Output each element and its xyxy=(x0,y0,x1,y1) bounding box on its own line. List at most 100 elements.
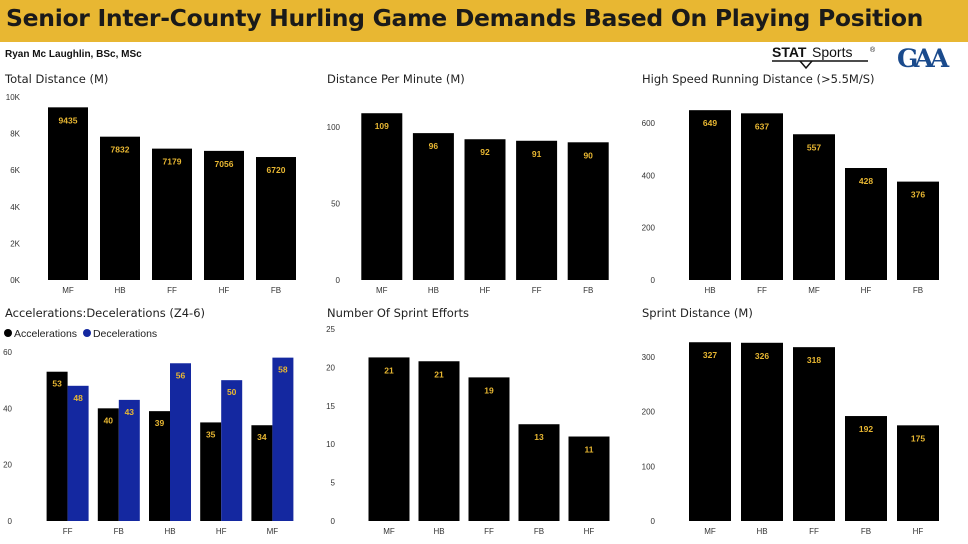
svg-text:GAA: GAA xyxy=(897,45,950,71)
y-tick-label: 25 xyxy=(326,325,335,334)
data-label: 50 xyxy=(227,387,237,397)
y-tick-label: 0 xyxy=(331,517,336,526)
x-tick-label: MF xyxy=(267,527,279,536)
data-label: 34 xyxy=(257,432,267,442)
bar xyxy=(741,342,783,521)
bar xyxy=(464,139,506,280)
legend-swatch-accelerations xyxy=(4,329,12,337)
x-tick-label: FB xyxy=(114,527,124,536)
x-tick-label: FB xyxy=(861,527,871,536)
y-tick-label: 400 xyxy=(642,171,656,180)
x-tick-label: HF xyxy=(480,286,491,295)
x-tick-label: FB xyxy=(913,286,923,295)
y-tick-label: 4K xyxy=(10,203,20,212)
legend-item-decelerations: Decelerations xyxy=(82,328,157,340)
bar xyxy=(845,168,887,280)
x-tick-label: MF xyxy=(62,286,74,295)
x-tick-label: MF xyxy=(383,527,395,536)
data-label: 56 xyxy=(176,370,186,380)
x-tick-label: FB xyxy=(271,286,281,295)
data-label: 326 xyxy=(755,351,769,361)
y-tick-label: 50 xyxy=(331,200,340,209)
data-label: 109 xyxy=(375,121,389,131)
data-label: 9435 xyxy=(59,115,78,125)
data-label: 327 xyxy=(703,350,717,360)
svg-text:STAT: STAT xyxy=(772,44,807,60)
y-tick-label: 0 xyxy=(651,276,656,285)
data-label: 53 xyxy=(52,379,62,389)
x-tick-label: HB xyxy=(428,286,439,295)
x-tick-label: FB xyxy=(534,527,544,536)
data-label: 6720 xyxy=(267,165,286,175)
x-tick-label: HF xyxy=(216,527,227,536)
bar xyxy=(897,181,939,280)
bar xyxy=(204,150,244,280)
bar xyxy=(152,148,192,280)
legend-item-accelerations: Accelerations xyxy=(4,328,77,340)
y-tick-label: 0 xyxy=(336,276,341,285)
chart-title-acc-dec: Accelerations:Decelerations (Z4-6) xyxy=(5,306,206,320)
x-tick-label: HF xyxy=(219,286,230,295)
legend-label-accelerations: Accelerations xyxy=(14,328,78,340)
y-tick-label: 300 xyxy=(642,353,656,362)
data-label: 318 xyxy=(807,355,821,365)
y-tick-label: 6K xyxy=(10,166,20,175)
data-label: 43 xyxy=(125,407,135,417)
bar xyxy=(567,142,609,280)
bar-accelerations xyxy=(251,425,273,521)
title-banner: Senior Inter-County Hurling Game Demands… xyxy=(0,0,968,42)
bar xyxy=(689,110,731,280)
svg-text:Sports: Sports xyxy=(812,44,852,60)
bar xyxy=(897,425,939,521)
bar-decelerations xyxy=(118,399,140,521)
chart-title-sprint-distance: Sprint Distance (M) xyxy=(642,306,753,320)
bar xyxy=(100,136,140,280)
data-label: 13 xyxy=(534,432,544,442)
author-credit: Ryan Mc Laughlin, BSc, MSc xyxy=(5,49,142,60)
chart-title-total-distance: Total Distance (M) xyxy=(5,72,109,86)
page-title: Senior Inter-County Hurling Game Demands… xyxy=(6,4,924,32)
y-tick-label: 10K xyxy=(6,93,21,102)
x-tick-label: HB xyxy=(433,527,444,536)
y-tick-label: 2K xyxy=(10,239,20,248)
x-tick-label: HB xyxy=(704,286,715,295)
data-label: 92 xyxy=(480,147,490,157)
bar-decelerations xyxy=(170,363,191,521)
data-label: 637 xyxy=(755,121,769,131)
y-tick-label: 0K xyxy=(10,276,20,285)
bar xyxy=(468,377,510,521)
bar-accelerations xyxy=(200,422,222,521)
data-label: 428 xyxy=(859,176,873,186)
data-label: 376 xyxy=(911,190,925,200)
x-tick-label: HF xyxy=(861,286,872,295)
x-tick-label: FF xyxy=(167,286,177,295)
x-tick-label: HB xyxy=(114,286,125,295)
data-label: 7056 xyxy=(215,159,234,169)
data-label: 48 xyxy=(73,393,83,403)
y-tick-label: 5 xyxy=(331,479,336,488)
x-tick-label: HF xyxy=(913,527,924,536)
y-tick-label: 15 xyxy=(326,402,335,411)
y-tick-label: 20 xyxy=(326,363,335,372)
data-label: 40 xyxy=(104,415,114,425)
data-label: 192 xyxy=(859,424,873,434)
y-tick-label: 40 xyxy=(3,404,12,413)
y-tick-label: 600 xyxy=(642,119,656,128)
y-tick-label: 20 xyxy=(3,461,12,470)
bar xyxy=(845,416,887,521)
data-label: 58 xyxy=(278,365,288,375)
bar-decelerations xyxy=(221,380,243,521)
bar xyxy=(516,140,558,280)
bar-decelerations xyxy=(67,385,89,521)
bar-accelerations xyxy=(149,411,170,521)
y-tick-label: 8K xyxy=(10,130,20,139)
x-tick-label: HB xyxy=(756,527,767,536)
x-tick-label: FF xyxy=(532,286,542,295)
bar xyxy=(518,424,560,521)
data-label: 649 xyxy=(703,118,717,128)
y-tick-label: 100 xyxy=(642,462,656,471)
x-tick-label: MF xyxy=(376,286,388,295)
x-tick-label: FB xyxy=(583,286,593,295)
gaa-logo-mark: GAA xyxy=(897,44,954,73)
x-tick-label: HB xyxy=(164,527,175,536)
